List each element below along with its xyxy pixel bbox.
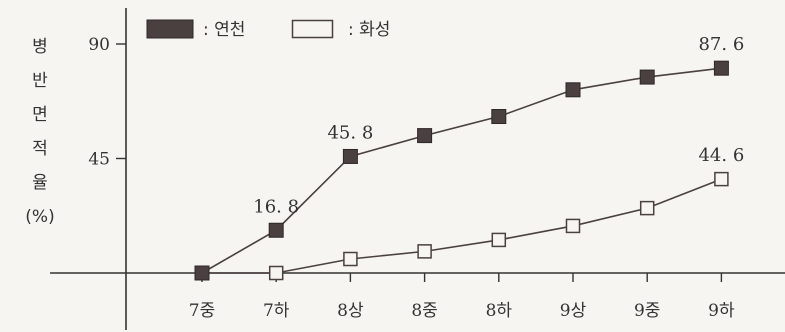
point-연천 bbox=[565, 82, 581, 98]
legend-swatch-화성 bbox=[291, 19, 334, 39]
x-tick-label: 8하 bbox=[486, 301, 513, 321]
data-label: 45. 8 bbox=[327, 122, 373, 143]
y-tick-label: 90 bbox=[88, 35, 110, 55]
markers bbox=[194, 60, 729, 281]
point-화성 bbox=[343, 251, 358, 267]
x-tick-label: 9상 bbox=[560, 301, 587, 321]
point-연천 bbox=[417, 128, 433, 144]
data-label: 44. 6 bbox=[698, 145, 744, 166]
x-tick-label: 7중 bbox=[189, 301, 215, 321]
x-tick-label: 9중 bbox=[634, 301, 660, 321]
point-화성 bbox=[565, 218, 581, 234]
x-tick-label: 9하 bbox=[708, 301, 735, 321]
point-화성 bbox=[417, 244, 432, 259]
y-axis-label-char: 면 bbox=[32, 105, 48, 125]
point-연천 bbox=[342, 148, 358, 164]
point-화성 bbox=[639, 200, 655, 216]
axes: 45 90 7중 7하 8상 8중 8하 9상 9중 9하 bbox=[50, 8, 785, 330]
data-label: 16. 8 bbox=[253, 196, 299, 217]
point-연천 bbox=[639, 69, 655, 85]
x-tick-label: 8중 bbox=[411, 301, 437, 321]
x-tick-label: 8상 bbox=[337, 301, 364, 321]
legend-label-화성: : 화성 bbox=[348, 20, 390, 40]
y-axis-label-char: (%) bbox=[25, 207, 54, 227]
y-axis-label-char: 병 bbox=[32, 37, 48, 57]
legend: : 연천 : 화성 bbox=[146, 19, 390, 40]
legend-label-연천: : 연천 bbox=[203, 20, 245, 40]
data-label: 87. 6 bbox=[698, 34, 744, 55]
point-연천 bbox=[194, 265, 210, 281]
point-화성 bbox=[714, 171, 729, 187]
point-화성 bbox=[491, 232, 507, 248]
point-화성 bbox=[268, 265, 284, 281]
x-tick-label: 7하 bbox=[263, 301, 290, 321]
y-axis-label-char: 반 bbox=[32, 71, 48, 91]
point-연천 bbox=[491, 109, 507, 125]
legend-swatch-연천 bbox=[146, 19, 194, 39]
point-연천 bbox=[268, 222, 284, 238]
y-axis-label-char: 율 bbox=[32, 173, 48, 193]
labels: 16. 8 45. 8 87. 6 44. 6 bbox=[253, 34, 744, 217]
point-연천 bbox=[713, 60, 729, 76]
series-line-연천 bbox=[201, 67, 722, 274]
y-axis-label-char: 적 bbox=[32, 139, 48, 159]
y-tick-label: 45 bbox=[88, 150, 110, 170]
series-lines bbox=[201, 67, 722, 274]
series-line-화성 bbox=[202, 178, 722, 274]
